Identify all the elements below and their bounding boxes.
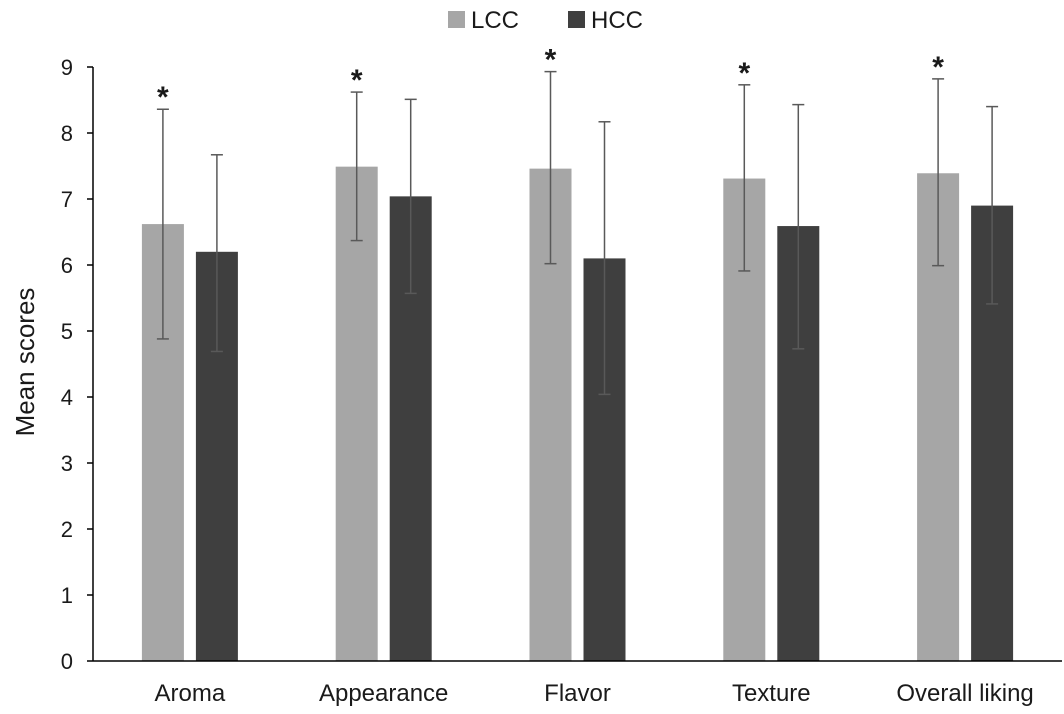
significance-asterisk: *: [157, 81, 169, 114]
x-category-label: Overall liking: [896, 680, 1033, 707]
y-tick-label: 1: [61, 583, 73, 608]
legend-label-hcc: HCC: [591, 7, 643, 34]
y-tick-label: 3: [61, 451, 73, 476]
significance-asterisk: *: [932, 51, 944, 84]
y-tick-label: 7: [61, 187, 73, 212]
y-tick-label: 0: [61, 649, 73, 674]
legend-swatch-hcc: [568, 11, 585, 28]
y-axis: 0 1 2 3 4 5 6 7 8 9: [61, 55, 94, 674]
y-tick-label: 2: [61, 517, 73, 542]
y-tick-label: 8: [61, 121, 73, 146]
y-tick-label: 9: [61, 55, 73, 80]
x-category-label: Texture: [732, 680, 811, 707]
x-category-label: Aroma: [155, 680, 226, 707]
chart-legend: LCC HCC: [448, 7, 643, 34]
bars-group: [141, 166, 1014, 662]
significance-asterisk: *: [545, 44, 557, 77]
y-tick-label: 5: [61, 319, 73, 344]
y-tick-label: 6: [61, 253, 73, 278]
bar-lcc-appearance: [335, 166, 378, 661]
y-tick-label: 4: [61, 385, 73, 410]
y-axis-title: Mean scores: [10, 288, 40, 437]
x-category-label: Flavor: [544, 680, 611, 707]
significance-markers: * * * * *: [157, 44, 944, 115]
legend-label-lcc: LCC: [471, 7, 519, 34]
significance-asterisk: *: [351, 64, 363, 97]
x-category-label: Appearance: [319, 680, 448, 707]
significance-asterisk: *: [738, 57, 750, 90]
legend-swatch-lcc: [448, 11, 465, 28]
error-bars-group: [156, 70, 999, 396]
x-axis: Aroma Appearance Flavor Texture Overall liki…: [93, 660, 1062, 707]
